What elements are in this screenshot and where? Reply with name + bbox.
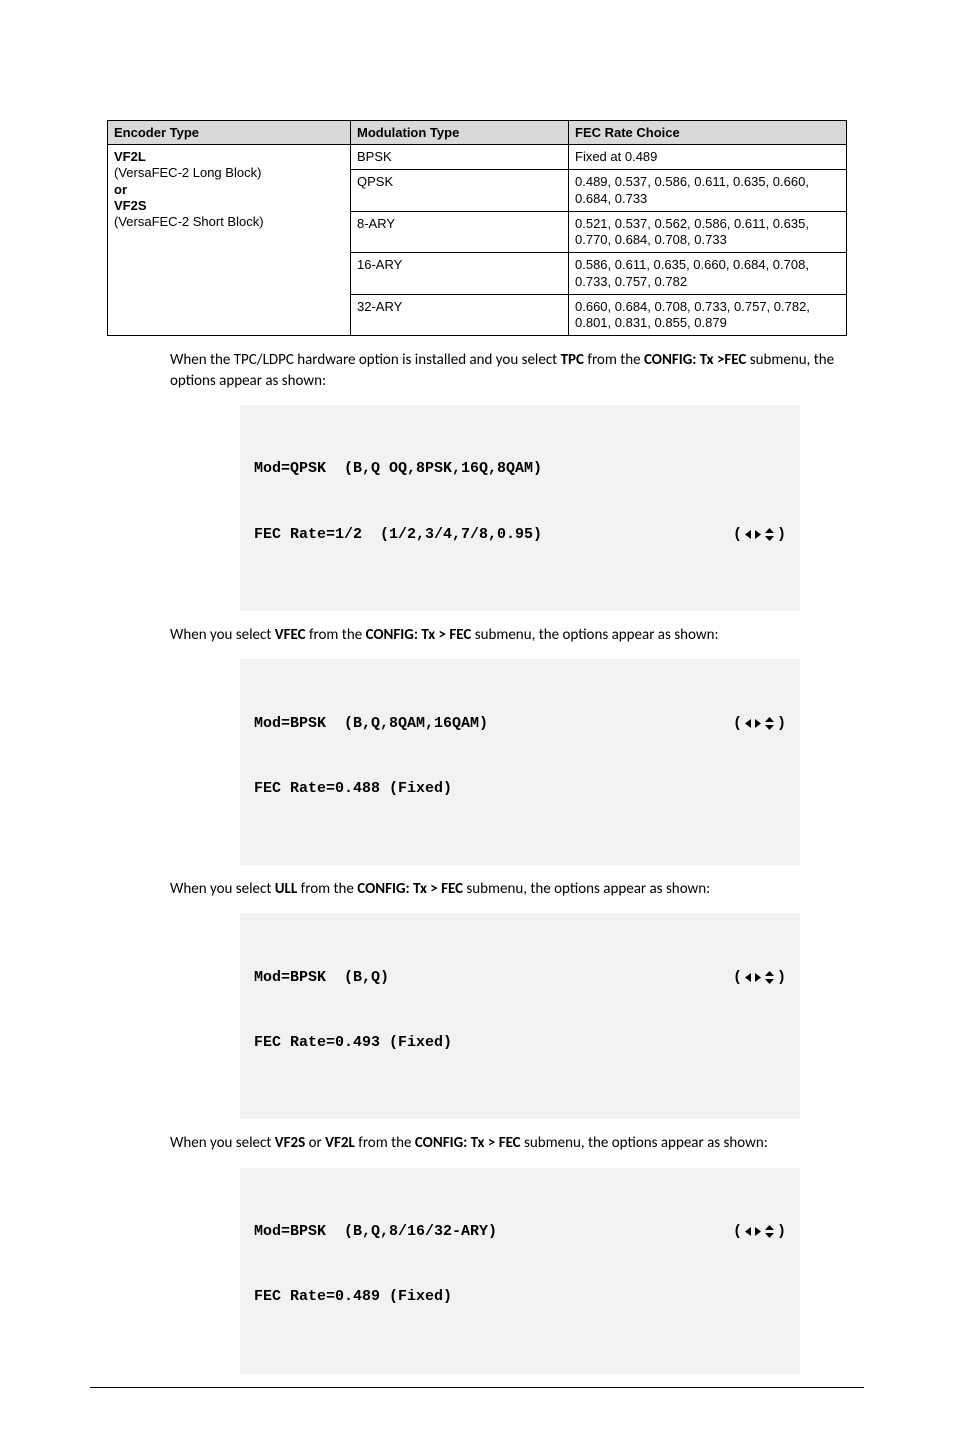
footer-rule	[90, 1387, 864, 1388]
nav-arrows-icon: ( )	[733, 713, 786, 735]
page: Encoder Type Modulation Type FEC Rate Ch…	[0, 0, 954, 1448]
encoder-vf2l-desc: (VersaFEC-2 Long Block)	[114, 165, 261, 180]
lcd-line: FEC Rate=0.493 (Fixed)	[254, 1032, 452, 1054]
fec-cell: 0.489, 0.537, 0.586, 0.611, 0.635, 0.660…	[569, 170, 847, 212]
paragraph-ull: When you select ULL from the CONFIG: Tx …	[90, 879, 864, 899]
mod-cell: QPSK	[351, 170, 569, 212]
fec-cell: 0.521, 0.537, 0.562, 0.586, 0.611, 0.635…	[569, 211, 847, 253]
lcd-display-vf2: Mod=BPSK (B,Q,8/16/32-ARY) ( ) FEC Rate=0…	[240, 1168, 800, 1374]
paragraph-vf2: When you select VF2S or VF2L from the CO…	[90, 1133, 864, 1153]
fec-cell: Fixed at 0.489	[569, 145, 847, 170]
mod-cell: 16-ARY	[351, 253, 569, 295]
encoder-type-cell: VF2L (VersaFEC-2 Long Block) or VF2S (Ve…	[108, 145, 351, 336]
nav-arrows-icon: ( )	[733, 1221, 786, 1243]
encoder-or: or	[114, 182, 127, 197]
lcd-line: Mod=BPSK (B,Q,8/16/32-ARY)	[254, 1221, 497, 1243]
lcd-line: Mod=BPSK (B,Q)	[254, 967, 389, 989]
mod-cell: BPSK	[351, 145, 569, 170]
encoder-vf2l: VF2L	[114, 149, 146, 164]
nav-arrows-icon: ( )	[733, 967, 786, 989]
encoder-vf2s: VF2S	[114, 198, 147, 213]
col-encoder-type: Encoder Type	[108, 121, 351, 145]
fec-cell: 0.660, 0.684, 0.708, 0.733, 0.757, 0.782…	[569, 294, 847, 336]
lcd-line: FEC Rate=0.488 (Fixed)	[254, 778, 452, 800]
lcd-line: FEC Rate=0.489 (Fixed)	[254, 1286, 452, 1308]
mod-cell: 8-ARY	[351, 211, 569, 253]
lcd-display-vfec: Mod=BPSK (B,Q,8QAM,16QAM) ( ) FEC Rate=0.…	[240, 659, 800, 865]
lcd-line: FEC Rate=1/2 (1/2,3/4,7/8,0.95)	[254, 524, 542, 546]
col-fec-rate-choice: FEC Rate Choice	[569, 121, 847, 145]
nav-arrows-icon: ( )	[733, 524, 786, 546]
paragraph-vfec: When you select VFEC from the CONFIG: Tx…	[90, 625, 864, 645]
encoder-vf2s-desc: (VersaFEC-2 Short Block)	[114, 214, 264, 229]
table-row: VF2L (VersaFEC-2 Long Block) or VF2S (Ve…	[108, 145, 847, 170]
lcd-line: Mod=QPSK (B,Q OQ,8PSK,16Q,8QAM)	[254, 458, 542, 480]
paragraph-tpc: When the TPC/LDPC hardware option is ins…	[90, 350, 864, 391]
col-modulation-type: Modulation Type	[351, 121, 569, 145]
table-header-row: Encoder Type Modulation Type FEC Rate Ch…	[108, 121, 847, 145]
lcd-display-ull: Mod=BPSK (B,Q) ( ) FEC Rate=0.493 (Fixed)	[240, 913, 800, 1119]
lcd-display-tpc: Mod=QPSK (B,Q OQ,8PSK,16Q,8QAM) FEC Rate…	[240, 405, 800, 611]
mod-cell: 32-ARY	[351, 294, 569, 336]
lcd-line: Mod=BPSK (B,Q,8QAM,16QAM)	[254, 713, 488, 735]
fec-rate-table: Encoder Type Modulation Type FEC Rate Ch…	[107, 120, 847, 336]
fec-cell: 0.586, 0.611, 0.635, 0.660, 0.684, 0.708…	[569, 253, 847, 295]
